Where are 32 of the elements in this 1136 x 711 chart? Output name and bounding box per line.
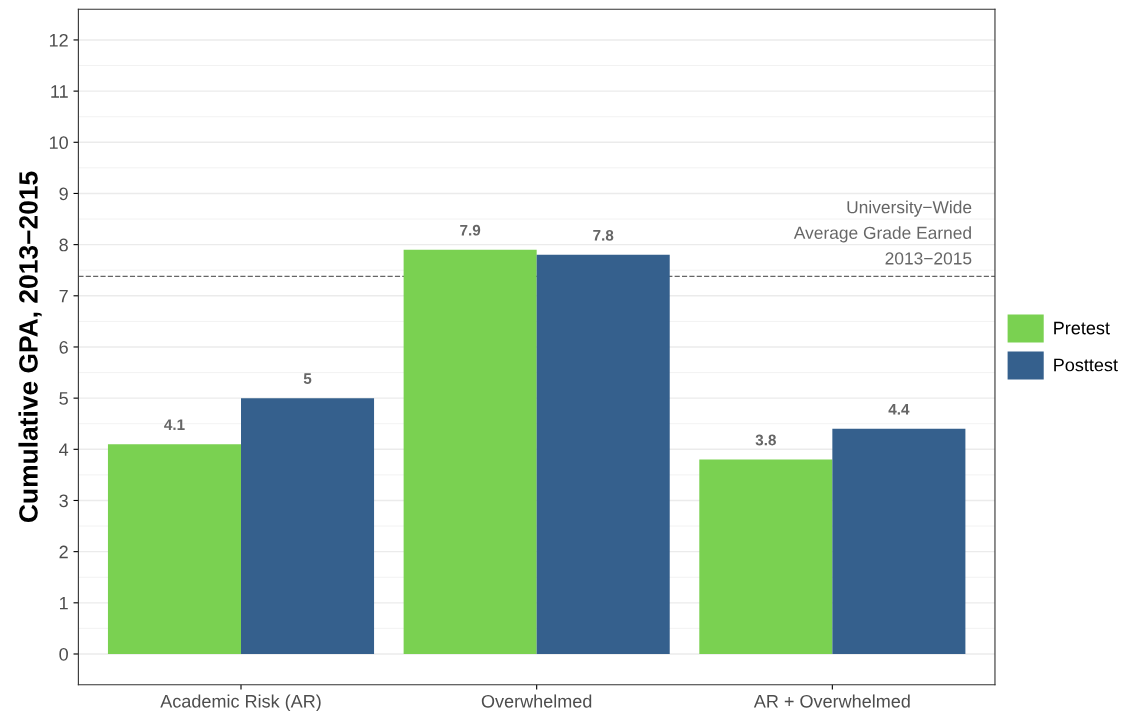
bar <box>699 459 833 654</box>
y-tick-label: 11 <box>51 85 68 98</box>
y-tick-label: 8 <box>59 238 68 252</box>
y-tick-label: 7 <box>59 289 68 303</box>
y-tick-label: 10 <box>49 136 68 150</box>
bar <box>107 444 241 654</box>
data-label: 7.8 <box>593 229 614 241</box>
y-tick-label: 3 <box>59 494 68 508</box>
data-label: 3.8 <box>755 434 776 446</box>
y-axis-title: Cumulative GPA, 2013−2015 <box>18 171 42 523</box>
y-tick-label: 12 <box>49 33 68 47</box>
bar <box>536 254 670 654</box>
x-tick-label: Academic Risk (AR) <box>160 694 321 711</box>
legend-label: Pretest <box>1054 321 1110 335</box>
ref-line-label: University−Wide Average Grade Earned 2013−2015 <box>793 200 972 265</box>
y-tick-label: 4 <box>59 443 69 456</box>
bar <box>403 249 537 654</box>
y-tick-label: 5 <box>59 392 68 405</box>
bar <box>832 428 966 654</box>
bar <box>241 398 375 654</box>
data-label: 7.9 <box>460 224 481 236</box>
data-label: 4.1 <box>164 419 185 430</box>
y-tick-label: 2 <box>59 545 68 559</box>
x-tick-label: Overwhelmed <box>481 694 592 708</box>
y-tick-label: 0 <box>59 647 68 661</box>
y-tick-label: 9 <box>59 187 68 201</box>
y-tick-label: 1 <box>60 596 68 610</box>
y-tick-label: 6 <box>59 340 68 354</box>
x-tick-label: AR + Overwhelmed <box>753 694 910 708</box>
legend-label: Posttest <box>1054 358 1118 372</box>
data-label: 5 <box>303 373 312 385</box>
data-label: 4.4 <box>888 404 910 415</box>
